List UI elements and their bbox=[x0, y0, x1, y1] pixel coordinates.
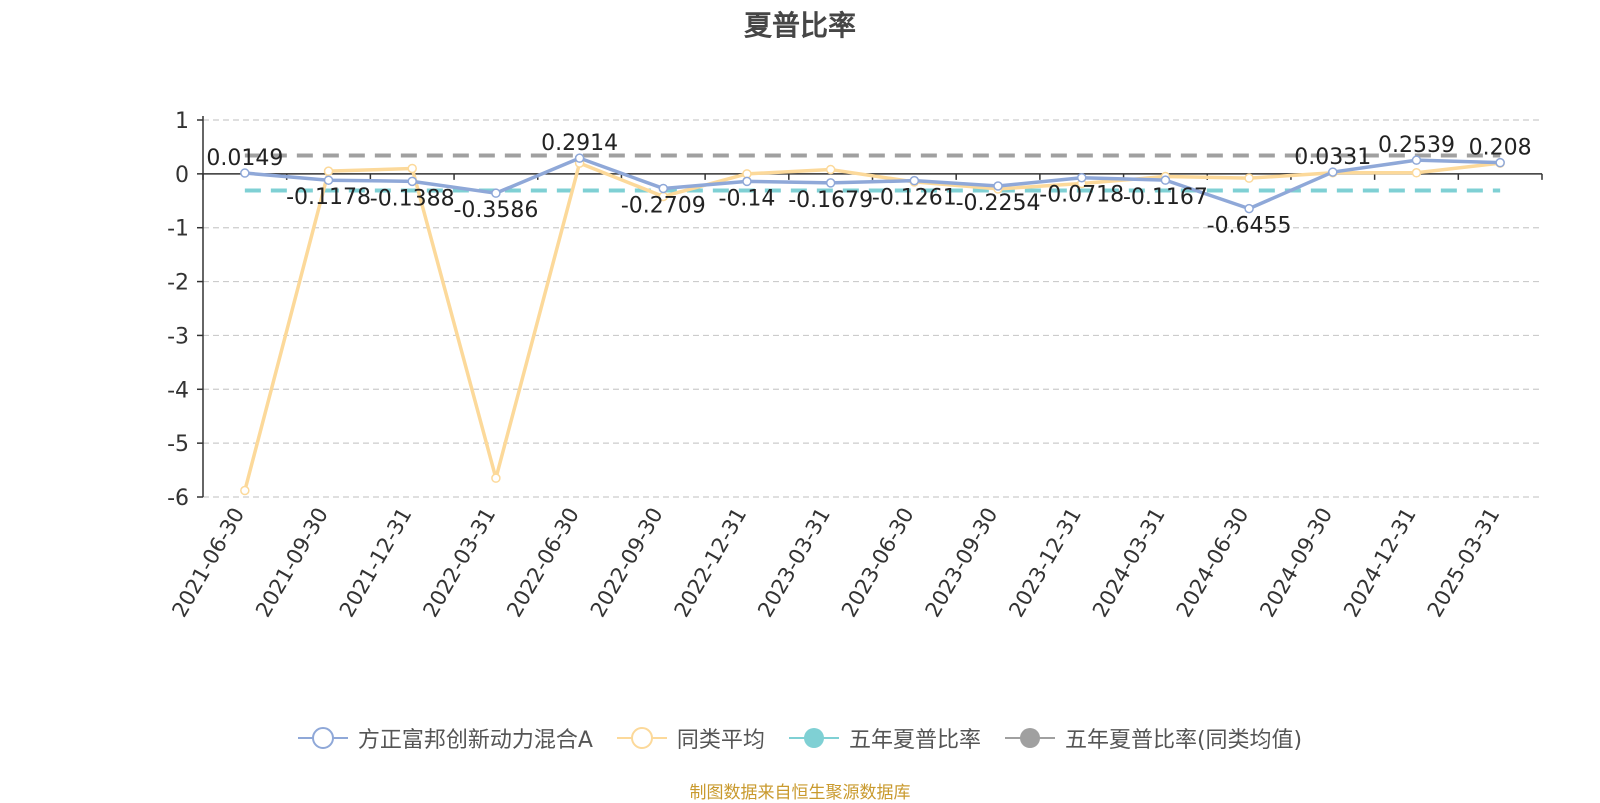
x-tick-label: 2023-09-30 bbox=[921, 504, 1003, 622]
series-point bbox=[240, 485, 250, 496]
x-tick-label: 2022-12-31 bbox=[669, 504, 751, 622]
series-point bbox=[1495, 157, 1505, 168]
data-label: -0.0718 bbox=[1039, 183, 1124, 208]
data-label: -0.1679 bbox=[788, 188, 873, 213]
x-tick-label: 2023-12-31 bbox=[1004, 504, 1086, 622]
series-point bbox=[1411, 168, 1422, 178]
y-tick-label: -4 bbox=[167, 378, 189, 403]
y-tick-label: -3 bbox=[167, 324, 189, 349]
series-point bbox=[1160, 175, 1171, 185]
x-tick-label: 2024-12-31 bbox=[1339, 504, 1421, 622]
x-tick-label: 2022-06-30 bbox=[502, 504, 584, 622]
data-label: -0.1261 bbox=[872, 186, 957, 211]
data-label: -0.6455 bbox=[1207, 214, 1292, 239]
legend-item-fund[interactable]: 方正富邦创新动力混合A bbox=[297, 722, 593, 754]
x-tick-label: 2021-09-30 bbox=[251, 504, 333, 622]
series-point bbox=[240, 168, 250, 178]
x-tick-label: 2025-03-31 bbox=[1423, 504, 1505, 622]
series-point bbox=[323, 175, 334, 185]
x-tick-label: 2021-06-30 bbox=[167, 504, 249, 622]
x-tick-label: 2024-09-30 bbox=[1255, 504, 1337, 622]
series-point bbox=[1411, 155, 1422, 165]
legend-label-five-year-sharpe-peer: 五年夏普比率(同类均值) bbox=[1064, 728, 1303, 753]
legend: 方正富邦创新动力混合A 同类平均 五年夏普比率 五年夏普比率(同类均值) bbox=[0, 722, 1600, 754]
y-tick-label: -2 bbox=[167, 271, 189, 296]
legend-item-peer-average[interactable]: 同类平均 bbox=[616, 722, 765, 754]
series-point bbox=[993, 181, 1003, 191]
series-point bbox=[1328, 167, 1338, 177]
legend-marker-five-year-sharpe-peer bbox=[1004, 728, 1055, 748]
data-label: -0.3586 bbox=[453, 198, 538, 223]
series-point bbox=[825, 178, 836, 188]
legend-label-peer-average: 同类平均 bbox=[676, 728, 765, 753]
series-point bbox=[1244, 203, 1254, 214]
data-label: -0.2709 bbox=[621, 193, 706, 218]
x-tick-label: 2021-12-31 bbox=[335, 504, 417, 622]
x-tick-label: 2022-09-30 bbox=[586, 504, 668, 622]
data-source-note: 制图数据来自恒生聚源数据库 bbox=[689, 783, 911, 803]
legend-item-five-year-sharpe-peer[interactable]: 五年夏普比率(同类均值) bbox=[1004, 722, 1303, 754]
y-tick-label: 0 bbox=[175, 163, 189, 188]
series-line bbox=[244, 156, 1501, 211]
series-point bbox=[909, 175, 920, 186]
data-label: 0.2914 bbox=[541, 131, 618, 156]
legend-item-five-year-sharpe[interactable]: 五年夏普比率 bbox=[788, 722, 981, 754]
x-tick-label: 2024-06-30 bbox=[1172, 504, 1254, 622]
legend-marker-five-year-sharpe bbox=[788, 728, 839, 748]
series-point bbox=[407, 176, 417, 187]
data-label: -0.1178 bbox=[286, 185, 371, 210]
y-tick-label: -5 bbox=[167, 432, 189, 457]
series-point bbox=[574, 153, 585, 163]
data-label: -0.1167 bbox=[1123, 185, 1208, 210]
data-label: 0.208 bbox=[1469, 136, 1532, 161]
series-point bbox=[658, 183, 669, 194]
series-point bbox=[1076, 172, 1087, 183]
x-tick-label: 2023-03-31 bbox=[753, 504, 835, 622]
data-label: 0.2539 bbox=[1378, 133, 1455, 158]
series-point bbox=[323, 166, 334, 176]
series-point bbox=[407, 163, 417, 174]
series-line bbox=[243, 161, 1501, 491]
data-label: 0.0331 bbox=[1294, 145, 1371, 170]
y-tick-label: -1 bbox=[167, 217, 189, 242]
data-label: -0.2254 bbox=[956, 191, 1041, 216]
data-label: 0.0149 bbox=[206, 146, 283, 171]
y-tick-label: -6 bbox=[167, 486, 189, 511]
legend-label-fund: 方正富邦创新动力混合A bbox=[357, 728, 593, 753]
data-label: -0.14 bbox=[719, 186, 776, 211]
series-point bbox=[825, 164, 836, 175]
series-point bbox=[1244, 173, 1254, 183]
y-tick-label: 1 bbox=[175, 109, 189, 134]
series-point bbox=[491, 473, 501, 483]
chart-title: 夏普比率 bbox=[743, 9, 856, 42]
legend-marker-fund bbox=[297, 727, 348, 749]
x-tick-label: 2024-03-31 bbox=[1088, 504, 1170, 622]
data-label: -0.1388 bbox=[370, 186, 455, 211]
series-point bbox=[742, 176, 752, 187]
x-tick-label: 2022-03-31 bbox=[418, 504, 500, 622]
x-tick-label: 2023-06-30 bbox=[837, 504, 919, 622]
legend-label-five-year-sharpe: 五年夏普比率 bbox=[848, 728, 981, 753]
series-point bbox=[491, 188, 501, 198]
legend-marker-peer-average bbox=[616, 727, 667, 749]
